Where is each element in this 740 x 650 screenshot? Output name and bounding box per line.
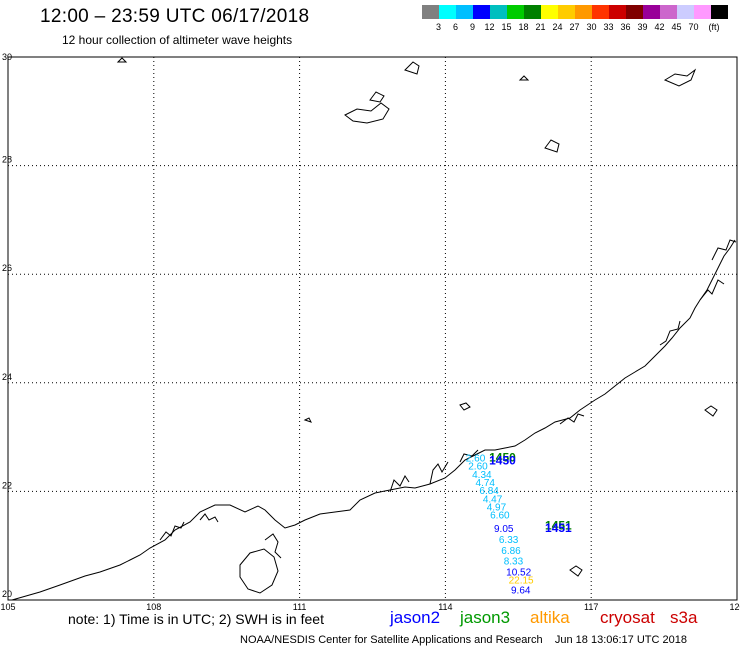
- legend-swatch: [439, 5, 456, 19]
- lon-tick-label: 111: [293, 602, 307, 612]
- legend-swatch: [711, 5, 728, 19]
- swh-value-label: 4.34: [472, 470, 492, 481]
- credit-line: NOAA/NESDIS Center for Satellite Applica…: [240, 634, 687, 646]
- footer-note: note: 1) Time is in UTC; 2) SWH is in fe…: [68, 611, 324, 627]
- legend-label: 6: [452, 22, 458, 32]
- swh-value-label: 6.60: [490, 511, 510, 522]
- swh-value-label: 9.05: [494, 524, 514, 535]
- swh-value-label: 8.33: [504, 557, 524, 568]
- pass-time-label: 1451: [545, 521, 572, 535]
- lat-tick-label: 30: [2, 52, 12, 62]
- legend-label: 24: [552, 22, 563, 32]
- satellite-s3a-label: s3a: [670, 608, 698, 627]
- legend-unit: (ft): [708, 22, 720, 32]
- legend-swatch: [626, 5, 643, 19]
- legend-swatch: [609, 5, 626, 19]
- legend-label: 42: [654, 22, 665, 32]
- legend-label: 27: [569, 22, 580, 32]
- swh-value-label: 6.86: [501, 546, 521, 557]
- legend-label: 33: [603, 22, 614, 32]
- legend-label: 70: [688, 22, 699, 32]
- legend-label: 3: [435, 22, 441, 32]
- satellite-altika-label: altika: [530, 608, 570, 627]
- legend-swatch: [558, 5, 575, 19]
- lat-lon-grid: 105 108 111 114 117 120 30 28 26 24 22 20: [0, 52, 740, 612]
- lat-tick-label: 20: [2, 589, 12, 599]
- legend-swatch: [422, 5, 439, 19]
- swh-value-label: 9.64: [511, 585, 531, 596]
- lon-tick-label: 117: [584, 602, 598, 612]
- legend-swatch: [694, 5, 711, 19]
- lat-tick-label: 22: [2, 480, 12, 490]
- lat-tick-label: 24: [2, 372, 12, 382]
- swh-value-label: 2.60: [466, 454, 486, 465]
- legend-swatch: [592, 5, 609, 19]
- swh-value-label: 6.84: [479, 486, 499, 497]
- lon-tick-label: 105: [0, 602, 15, 612]
- legend-swatch: [660, 5, 677, 19]
- satellite-jason3-label: jason3: [460, 608, 511, 627]
- coastline: [11, 57, 737, 601]
- swh-value-label: 4.97: [487, 502, 507, 513]
- legend-label: 45: [671, 22, 682, 32]
- lon-tick-label: 108: [146, 602, 161, 612]
- legend-swatch: [524, 5, 541, 19]
- legend-swatch: [643, 5, 660, 19]
- satellite-jason2-label: jason2: [390, 608, 441, 627]
- legend-label: 9: [469, 22, 475, 32]
- lon-tick-label: 120: [729, 602, 740, 612]
- legend-swatch: [677, 5, 694, 19]
- legend-label: 12: [484, 22, 495, 32]
- pass-time-label: 1450: [489, 451, 516, 465]
- swh-value-label: 6.33: [499, 535, 519, 546]
- legend-swatch: [490, 5, 507, 19]
- pass-time-label: 1451: [545, 518, 572, 532]
- lat-tick-label: 26: [2, 263, 12, 273]
- swh-value-label: 22.15: [509, 576, 534, 587]
- swh-value-label: 10.52: [506, 568, 531, 579]
- satellite-cryosat-label: cryosat: [600, 608, 655, 627]
- legend-swatch: [575, 5, 592, 19]
- swh-value-label: 4.47: [483, 494, 503, 505]
- lon-tick-label: 114: [438, 602, 452, 612]
- map-title: 12:00 – 23:59 UTC 06/17/2018: [40, 6, 310, 27]
- map-frame: [7, 56, 738, 601]
- map-border: [7, 56, 738, 601]
- legend-label: 30: [586, 22, 597, 32]
- map-subtitle: 12 hour collection of altimeter wave hei…: [62, 33, 293, 47]
- legend-label: 21: [535, 22, 546, 32]
- legend-swatch: [473, 5, 490, 19]
- legend-swatch: [456, 5, 473, 19]
- pass-time-label: 1450: [489, 453, 516, 467]
- legend-label: 36: [620, 22, 631, 32]
- legend-label: 18: [518, 22, 529, 32]
- legend-label: 39: [637, 22, 648, 32]
- legend-swatch: [507, 5, 524, 19]
- swh-value-label: 2.60: [468, 462, 488, 473]
- lat-tick-label: 28: [2, 155, 12, 165]
- legend-swatch: [541, 5, 558, 19]
- track-labels: 2.602.604.344.746.844.474.976.609.056.33…: [466, 454, 534, 597]
- color-legend: 3 6 9 12 15 18 21 24 27 30 33 36 39 42 45 70 (ft): [422, 5, 732, 35]
- legend-label: 15: [501, 22, 512, 32]
- swh-value-label: 4.74: [476, 478, 496, 489]
